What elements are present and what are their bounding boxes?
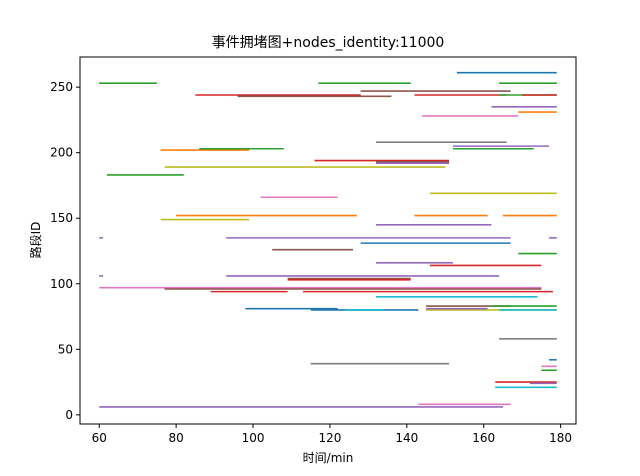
x-tick-label-3: 120 xyxy=(318,431,341,445)
y-tick-label-1: 50 xyxy=(58,342,73,356)
segment-group xyxy=(99,71,557,408)
y-axis-ticks: 0 50 100 150 200 250 xyxy=(50,80,80,422)
y-tick-label-0: 0 xyxy=(65,408,73,422)
chart-title: 事件拥堵图+nodes_identity:11000 xyxy=(212,35,445,51)
x-tick-label-4: 140 xyxy=(395,431,418,445)
y-tick-label-3: 150 xyxy=(50,211,73,225)
x-tick-label-0: 60 xyxy=(92,431,107,445)
plot-frame xyxy=(79,56,577,425)
y-tick-label-5: 250 xyxy=(50,80,73,94)
y-axis-label: 路段ID xyxy=(28,222,43,259)
y-tick-label-4: 200 xyxy=(50,146,73,160)
y-tick-label-2: 100 xyxy=(50,277,73,291)
x-tick-label-2: 100 xyxy=(242,431,265,445)
x-axis-ticks: 60 80 100 120 140 160 180 xyxy=(92,424,572,445)
x-tick-label-6: 180 xyxy=(549,431,572,445)
x-tick-label-5: 160 xyxy=(472,431,495,445)
x-tick-label-1: 80 xyxy=(168,431,183,445)
x-axis-label: 时间/min xyxy=(303,451,354,465)
